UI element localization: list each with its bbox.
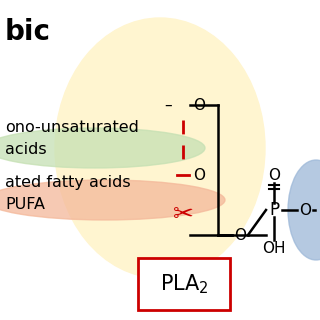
Text: PLA$_2$: PLA$_2$ [160,272,208,296]
Text: O: O [193,167,205,182]
Ellipse shape [288,160,320,260]
Text: O: O [268,167,280,182]
Text: acids: acids [5,142,47,157]
Ellipse shape [55,18,265,278]
Text: P: P [269,201,279,219]
Ellipse shape [0,128,205,168]
Text: –: – [164,98,172,113]
Text: O: O [234,228,246,243]
Ellipse shape [0,180,225,220]
Text: ated fatty acids: ated fatty acids [5,175,131,190]
Text: O: O [193,98,205,113]
Text: ono-unsaturated: ono-unsaturated [5,120,139,135]
Text: ✂: ✂ [172,203,194,227]
Text: O: O [299,203,311,218]
Text: PUFA: PUFA [5,197,45,212]
Text: bic: bic [5,18,51,46]
Bar [138,258,230,310]
Text: OH: OH [262,241,286,255]
